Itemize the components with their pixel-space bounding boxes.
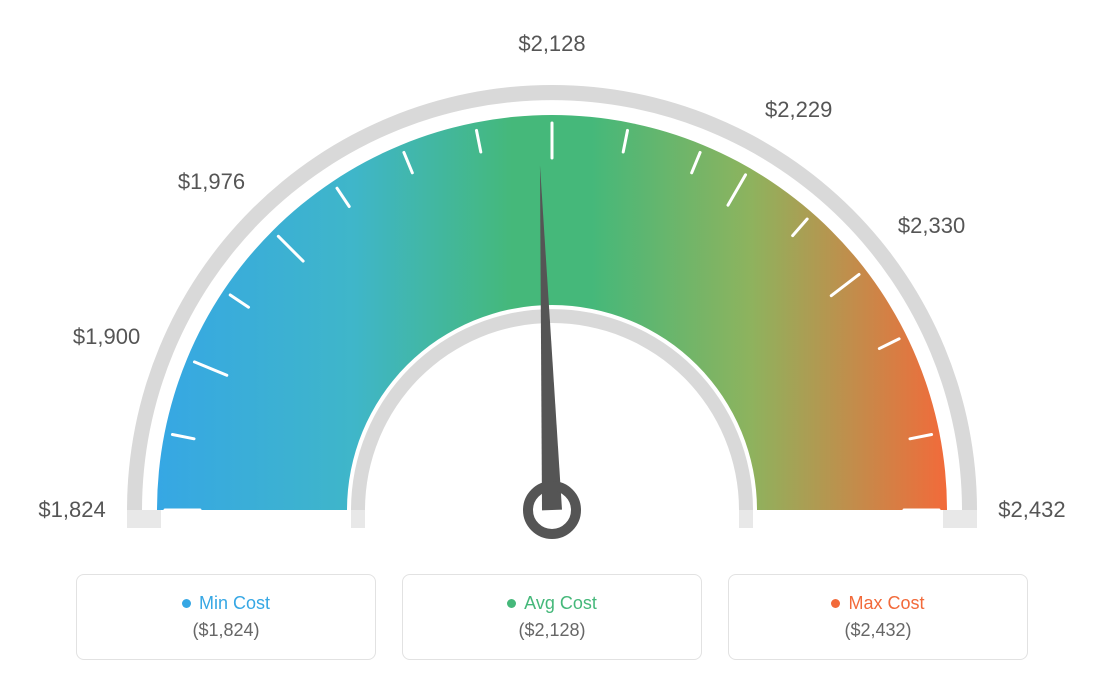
gauge-tick-label: $1,900: [73, 324, 140, 350]
gauge-tick-label: $2,432: [998, 497, 1065, 523]
max-dot: [831, 599, 840, 608]
avg-cost-card: Avg Cost ($2,128): [402, 574, 702, 660]
avg-dot: [507, 599, 516, 608]
avg-cost-value: ($2,128): [518, 620, 585, 641]
min-cost-label: Min Cost: [199, 593, 270, 614]
min-cost-value: ($1,824): [192, 620, 259, 641]
max-cost-label: Max Cost: [848, 593, 924, 614]
gauge-tick-label: $1,976: [178, 169, 245, 195]
gauge-tick-label: $2,330: [898, 213, 965, 239]
min-dot: [182, 599, 191, 608]
gauge-tick-label: $1,824: [38, 497, 105, 523]
gauge-tick-label: $2,128: [518, 31, 585, 57]
max-cost-card: Max Cost ($2,432): [728, 574, 1028, 660]
min-cost-card: Min Cost ($1,824): [76, 574, 376, 660]
avg-cost-label: Avg Cost: [524, 593, 597, 614]
gauge-svg: [92, 60, 1012, 560]
gauge-tick-label: $2,229: [765, 97, 832, 123]
max-cost-value: ($2,432): [844, 620, 911, 641]
gauge-chart: $1,824 $1,900 $1,976 $2,128 $2,229 $2,330 $2,4…: [0, 0, 1104, 560]
cost-cards: Min Cost ($1,824) Avg Cost ($2,128) Max …: [0, 574, 1104, 660]
